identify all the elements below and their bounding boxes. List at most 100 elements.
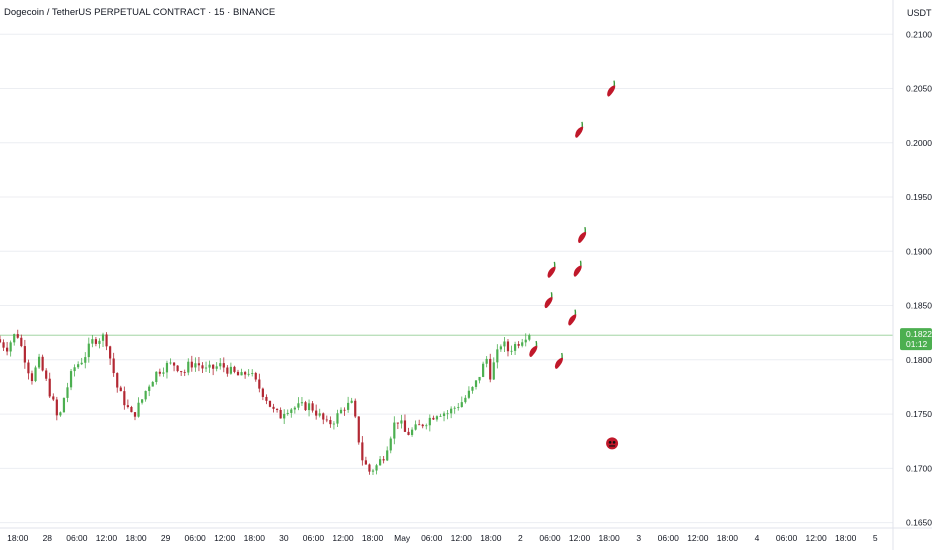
x-tick-label: 12:00 [332, 533, 354, 543]
candle-body [368, 464, 371, 472]
bomb-mouth [609, 445, 616, 447]
x-tick-label: 06:00 [66, 533, 88, 543]
candle-body [442, 413, 446, 416]
candle-body [165, 362, 169, 373]
x-tick-label: 12:00 [687, 533, 709, 543]
candle-body [254, 373, 257, 380]
candle-body [432, 417, 435, 420]
bomb-body [606, 437, 619, 450]
candle-body [55, 399, 58, 416]
candle-body [421, 424, 424, 427]
candle-body [425, 425, 428, 427]
candle-body [524, 339, 527, 343]
candle-body [0, 339, 2, 343]
x-tick-label: 5 [873, 533, 878, 543]
candle-body [322, 413, 325, 420]
x-tick-label: May [394, 533, 411, 543]
x-tick-label: 06:00 [185, 533, 207, 543]
candle-body [187, 361, 190, 373]
candle-body [208, 364, 211, 368]
candle-body [23, 346, 26, 363]
candle-body [350, 400, 353, 403]
chili-pepper-icon [568, 309, 577, 326]
currency-label[interactable]: USDT [907, 8, 932, 18]
candle-body [304, 402, 307, 411]
chili-body [573, 265, 582, 277]
candle-body [414, 424, 417, 430]
candle-body [258, 379, 261, 389]
candle-body [325, 419, 328, 421]
chart-title: Dogecoin / TetherUS PERPETUAL CONTRACT ·… [4, 7, 276, 18]
chili-stem [535, 340, 538, 347]
candle-body [73, 367, 76, 372]
candle-body [144, 390, 147, 400]
candle-body [66, 387, 69, 398]
x-tick-label: 18:00 [598, 533, 620, 543]
candle-body [517, 344, 520, 346]
candle-body [375, 465, 378, 471]
candle-body [119, 387, 122, 392]
candle-body [109, 346, 112, 359]
candle-body [6, 347, 9, 352]
candle-body [190, 361, 193, 368]
candle-body [9, 342, 12, 352]
candle-body [329, 420, 332, 425]
candle-body [275, 408, 279, 410]
candle-body [240, 372, 243, 376]
candle-body [204, 367, 208, 369]
candle-body [69, 371, 73, 388]
chili-stem [613, 80, 616, 86]
candle-body [37, 356, 41, 368]
x-tick-label: 18:00 [717, 533, 739, 543]
x-tick-label: 12:00 [214, 533, 236, 543]
grid-lines [0, 33, 893, 524]
candle-body [485, 358, 488, 364]
x-tick-label: 4 [755, 533, 760, 543]
candle-body [151, 382, 154, 387]
candle-body [197, 363, 201, 366]
candle-body [464, 397, 467, 403]
x-tick-label: 18:00 [125, 533, 147, 543]
chili-pepper-icon [573, 260, 582, 277]
candle-body [105, 334, 108, 347]
x-tick-label: 12:00 [569, 533, 591, 543]
candle-body [268, 400, 272, 407]
candle-body [347, 402, 350, 410]
chili-body [547, 266, 556, 278]
candle-body [148, 386, 151, 391]
time-axis[interactable]: 18:00 28 06:00 12:00 18:00 29 06:00 12:00 18:00 3… [0, 527, 932, 543]
candle-body [435, 416, 439, 420]
candle-body [126, 405, 129, 408]
candle-body [496, 349, 499, 363]
x-tick-label: 06:00 [658, 533, 680, 543]
candle-body [212, 364, 215, 369]
candle-body [180, 371, 183, 373]
chili-stem [581, 121, 584, 127]
candle-body [279, 409, 282, 419]
candle-body [176, 365, 179, 372]
candle-body [407, 431, 410, 435]
candle-body [27, 362, 30, 374]
bomb-eye-right [612, 441, 616, 444]
candle-body [371, 470, 375, 472]
candle-body [34, 367, 37, 382]
candle-body [364, 460, 367, 465]
candle-body [521, 342, 524, 346]
x-tick-label: 06:00 [776, 533, 798, 543]
candle-body [140, 399, 144, 403]
candle-body [162, 372, 165, 374]
candle-body [172, 362, 176, 366]
candle-body [300, 402, 304, 404]
candle-body [389, 438, 392, 451]
candle-body [130, 407, 133, 413]
candle-body [489, 358, 492, 380]
chili-pepper-icon [607, 80, 616, 97]
x-tick-label: 2 [518, 533, 523, 543]
candle-body [396, 422, 399, 424]
